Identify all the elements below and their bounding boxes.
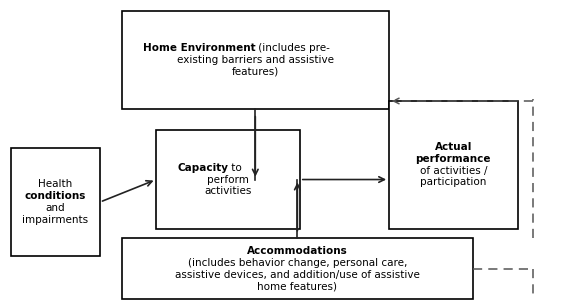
Bar [389, 101, 518, 229]
Text: to: to [228, 163, 242, 173]
Text: perform: perform [207, 175, 249, 184]
Bar [156, 130, 300, 229]
Text: Accommodations: Accommodations [247, 246, 348, 256]
Text: performance: performance [416, 154, 491, 164]
Text: home features): home features) [257, 282, 338, 292]
Text: of activities /: of activities / [420, 166, 487, 176]
Text: Actual: Actual [435, 142, 472, 152]
Bar [122, 11, 389, 109]
Text: activities: activities [204, 186, 252, 196]
Text: (includes behavior change, personal care,: (includes behavior change, personal care… [188, 258, 407, 268]
Bar [122, 238, 473, 299]
Text: Health: Health [38, 180, 72, 189]
Text: conditions: conditions [25, 191, 86, 201]
Text: impairments: impairments [22, 215, 88, 225]
Bar [11, 148, 100, 256]
Text: participation: participation [420, 177, 487, 188]
Text: (includes pre-: (includes pre- [255, 43, 330, 53]
Text: features): features) [232, 67, 279, 76]
Text: assistive devices, and addition/use of assistive: assistive devices, and addition/use of a… [175, 270, 420, 280]
Text: Capacity: Capacity [177, 163, 228, 173]
Text: existing barriers and assistive: existing barriers and assistive [177, 55, 334, 65]
Text: and: and [45, 203, 65, 213]
Text: Home Environment: Home Environment [143, 43, 255, 53]
